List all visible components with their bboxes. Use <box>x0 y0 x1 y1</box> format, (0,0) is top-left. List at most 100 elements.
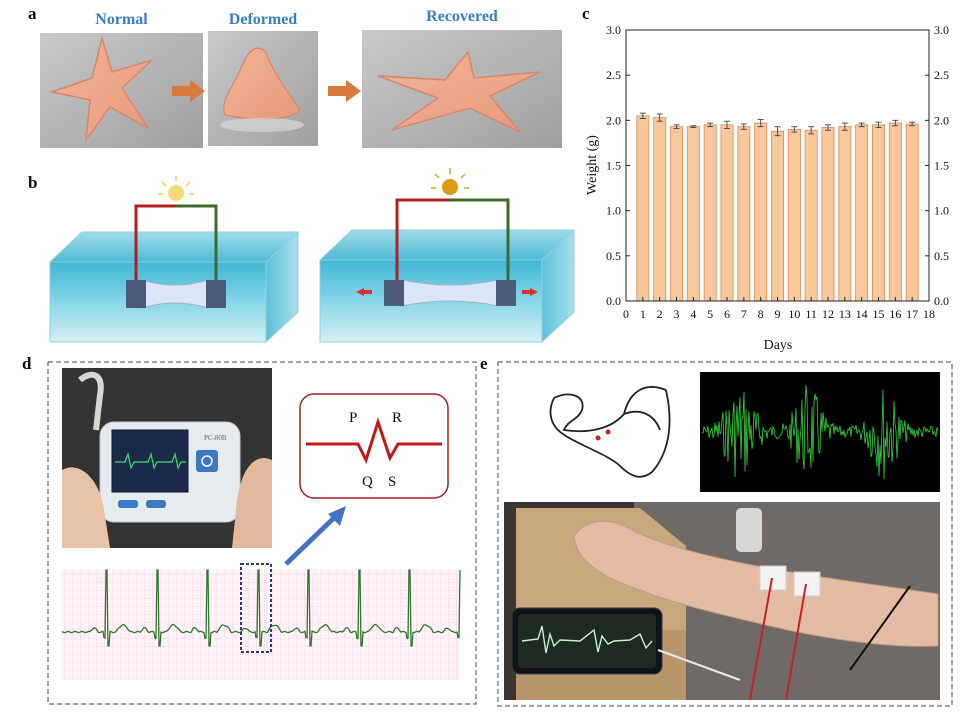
device-label: PC-80B <box>204 434 227 442</box>
x-tick-label: 4 <box>690 307 696 321</box>
bar-day-14 <box>855 124 869 302</box>
bulb-dim-icon <box>168 185 184 201</box>
title-deformed: Deformed <box>228 11 298 28</box>
error-bar-day-2 <box>656 113 663 122</box>
bar-day-16 <box>888 122 902 302</box>
y-tick-label-left: 0.0 <box>606 294 621 308</box>
x-tick-label: 2 <box>657 307 663 321</box>
y-tick-label-left: 0.5 <box>606 249 621 263</box>
error-bar-day-13 <box>841 122 848 131</box>
ecg-trace <box>61 569 461 647</box>
error-bar-day-12 <box>825 124 831 131</box>
error-bar-day-16 <box>892 119 899 127</box>
error-bar-day-11 <box>808 126 815 135</box>
electrode-dot <box>605 429 611 435</box>
error-bar-day-9 <box>774 126 781 137</box>
panel-e-label: e <box>480 354 488 373</box>
y-axis-label: Weight (g) <box>585 135 600 195</box>
weight-chart: 0 1 2 3 4 5 6 7 8 9 10 11 12 13 14 15 16 17 18 0.0 0.00.5 0.… <box>585 23 949 353</box>
tank-stretched <box>319 168 575 343</box>
y-tick-label-right: 1.5 <box>934 159 949 173</box>
error-bar-day-5 <box>707 122 714 128</box>
x-tick-label: 17 <box>906 307 918 321</box>
x-tick-label: 11 <box>805 307 817 321</box>
y-tick-label-right: 0.0 <box>934 294 949 308</box>
bar-day-2 <box>653 117 667 302</box>
x-tick-label: 15 <box>873 307 885 321</box>
x-tick-label: 0 <box>623 307 629 321</box>
arrow-left-icon <box>356 288 372 296</box>
pqrs-diagram: P R Q S <box>299 393 449 499</box>
y-tick-label-left: 2.0 <box>606 113 621 127</box>
electrode-dot <box>595 435 601 441</box>
title-recovered: Recovered <box>426 8 498 25</box>
x-tick-label: 7 <box>741 307 747 321</box>
bar-day-10 <box>787 128 801 302</box>
x-tick-label: 1 <box>640 307 646 321</box>
bar-day-6 <box>720 124 734 302</box>
panel-b-diagram <box>49 168 575 343</box>
beat-highlight <box>240 563 272 653</box>
panel-a-photos <box>40 30 562 148</box>
wave-r: R <box>392 410 402 426</box>
panel-c-label: c <box>582 4 590 23</box>
flexed-arm-icon <box>549 386 671 478</box>
y-tick-label-left: 1.0 <box>606 204 621 218</box>
title-normal: Normal <box>95 11 148 28</box>
x-tick-label: 3 <box>674 307 680 321</box>
error-bar-day-14 <box>858 122 865 128</box>
bar-day-3 <box>670 126 683 302</box>
bar-day-8 <box>754 122 768 302</box>
bar-day-13 <box>838 126 852 302</box>
panel-b-label: b <box>28 173 38 192</box>
x-axis-label: Days <box>764 338 793 353</box>
y-tick-label-left: 1.5 <box>606 159 621 173</box>
arrow-right-icon <box>522 288 538 296</box>
panel-d-frame <box>47 361 477 705</box>
star-recovered <box>377 50 541 133</box>
bar-day-5 <box>703 124 717 302</box>
star-normal <box>49 35 153 143</box>
bar-day-1 <box>636 115 650 302</box>
panel-e-figure <box>497 361 953 707</box>
bar-day-9 <box>771 130 784 302</box>
ecg-device-photo: PC-80B <box>62 368 272 548</box>
bar-day-17 <box>905 123 919 302</box>
error-bar-day-10 <box>791 126 798 133</box>
error-bar-day-3 <box>673 124 680 129</box>
error-bar-day-7 <box>740 123 747 130</box>
error-bar-day-1 <box>639 112 646 119</box>
x-tick-label: 16 <box>889 307 901 321</box>
x-tick-label: 14 <box>856 307 868 321</box>
wave-s: S <box>388 474 396 490</box>
emg-setup-photo <box>504 502 940 701</box>
x-tick-label: 10 <box>788 307 800 321</box>
error-bar-day-17 <box>909 121 916 127</box>
bar-day-15 <box>872 124 885 302</box>
x-tick-label: 5 <box>707 307 713 321</box>
wave-p: P <box>349 410 357 426</box>
arrow-head-icon <box>328 506 346 526</box>
bar-day-4 <box>686 126 700 302</box>
bar-day-12 <box>821 127 835 302</box>
error-bar-day-15 <box>875 121 882 129</box>
x-tick-label: 9 <box>775 307 781 321</box>
y-tick-label-right: 0.5 <box>934 249 949 263</box>
plot-frame <box>625 29 930 302</box>
y-tick-label-right: 2.5 <box>934 68 949 82</box>
x-tick-label: 12 <box>822 307 834 321</box>
x-tick-label: 8 <box>758 307 764 321</box>
tank-relaxed <box>49 176 299 343</box>
bulb-bright-icon <box>442 179 458 195</box>
emg-trace <box>701 385 939 480</box>
x-tick-label: 6 <box>724 307 730 321</box>
panel-d-label: d <box>22 354 32 373</box>
bar-day-7 <box>737 126 751 302</box>
y-tick-label-right: 2.0 <box>934 113 949 127</box>
zoom-arrow <box>284 514 338 566</box>
y-tick-label-left: 2.5 <box>606 68 621 82</box>
x-tick-label: 13 <box>839 307 851 321</box>
wave-q: Q <box>362 474 373 490</box>
arrow-right-icon <box>172 80 205 102</box>
x-tick-label: 18 <box>923 307 935 321</box>
